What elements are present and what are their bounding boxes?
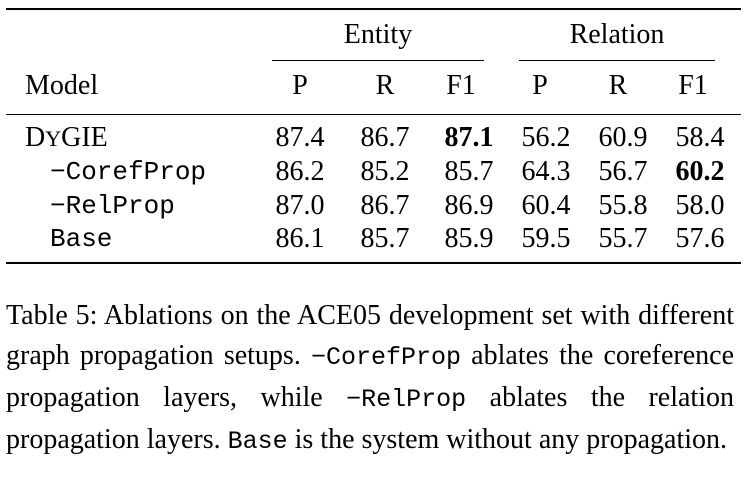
caption-text: is the system without any propagation. bbox=[287, 424, 727, 455]
column-header-entity-r: R bbox=[375, 70, 395, 101]
table-top-rule bbox=[6, 8, 741, 10]
table-header-rule bbox=[6, 114, 741, 115]
relation-group-header: Relation bbox=[569, 19, 665, 50]
table-cell: 60.9 bbox=[598, 122, 648, 153]
table-cell: 60.4 bbox=[521, 190, 571, 221]
caption-code-corefprop: −CorefProp bbox=[310, 343, 462, 372]
table-cell: 86.1 bbox=[275, 223, 325, 254]
table-cell: 85.2 bbox=[360, 156, 410, 187]
table-cell: 64.3 bbox=[521, 156, 571, 187]
entity-group-header: Entity bbox=[343, 19, 413, 50]
table-cell: 56.2 bbox=[521, 122, 571, 153]
table-cell: 86.9 bbox=[444, 190, 494, 221]
table-cell: 55.7 bbox=[598, 223, 648, 254]
table-cell: 59.5 bbox=[521, 223, 571, 254]
relation-header-rule bbox=[519, 60, 715, 61]
table-caption: Table 5: Ablations on the ACE05 developm… bbox=[6, 296, 734, 462]
column-header-entity-p: P bbox=[292, 70, 308, 101]
table-cell: 85.7 bbox=[444, 156, 494, 187]
table-bottom-rule bbox=[6, 262, 741, 264]
column-header-relation-r: R bbox=[608, 70, 628, 101]
table-cell: 56.7 bbox=[598, 156, 648, 187]
caption-code-base: Base bbox=[227, 427, 288, 456]
table-cell-best: 60.2 bbox=[675, 156, 725, 187]
column-header-relation-p: P bbox=[532, 70, 548, 101]
table-cell-best: 87.1 bbox=[444, 122, 494, 153]
caption-text: ablates the relation propagation layers. bbox=[6, 382, 734, 455]
table-cell: 58.4 bbox=[675, 122, 725, 153]
table-row-model-base: Base bbox=[50, 224, 113, 254]
caption-text: ablates the coreference propagation laye… bbox=[6, 340, 734, 413]
column-header-model: Model bbox=[25, 70, 99, 101]
table-cell: 86.2 bbox=[275, 156, 325, 187]
caption-code-relprop: −RelProp bbox=[346, 385, 467, 414]
table-cell: 58.0 bbox=[675, 190, 725, 221]
table-cell: 85.9 bbox=[444, 223, 494, 254]
column-header-relation-f1: F1 bbox=[678, 70, 708, 101]
table-cell: 87.0 bbox=[275, 190, 325, 221]
table-row-model-dygie: DYGIE bbox=[25, 122, 108, 153]
caption-text: Table 5: Ablations on the ACE05 developm… bbox=[6, 300, 734, 371]
table-cell: 86.7 bbox=[360, 122, 410, 153]
column-header-entity-f1: F1 bbox=[446, 70, 476, 101]
table-cell: 87.4 bbox=[275, 122, 325, 153]
table-cell: 55.8 bbox=[598, 190, 648, 221]
table-cell: 86.7 bbox=[360, 190, 410, 221]
table-cell: 57.6 bbox=[675, 223, 725, 254]
table-cell: 85.7 bbox=[360, 223, 410, 254]
table-row-model-relprop: −RelProp bbox=[50, 191, 175, 221]
entity-header-rule bbox=[272, 60, 484, 61]
table-row-model-corefprop: −CorefProp bbox=[50, 157, 207, 187]
